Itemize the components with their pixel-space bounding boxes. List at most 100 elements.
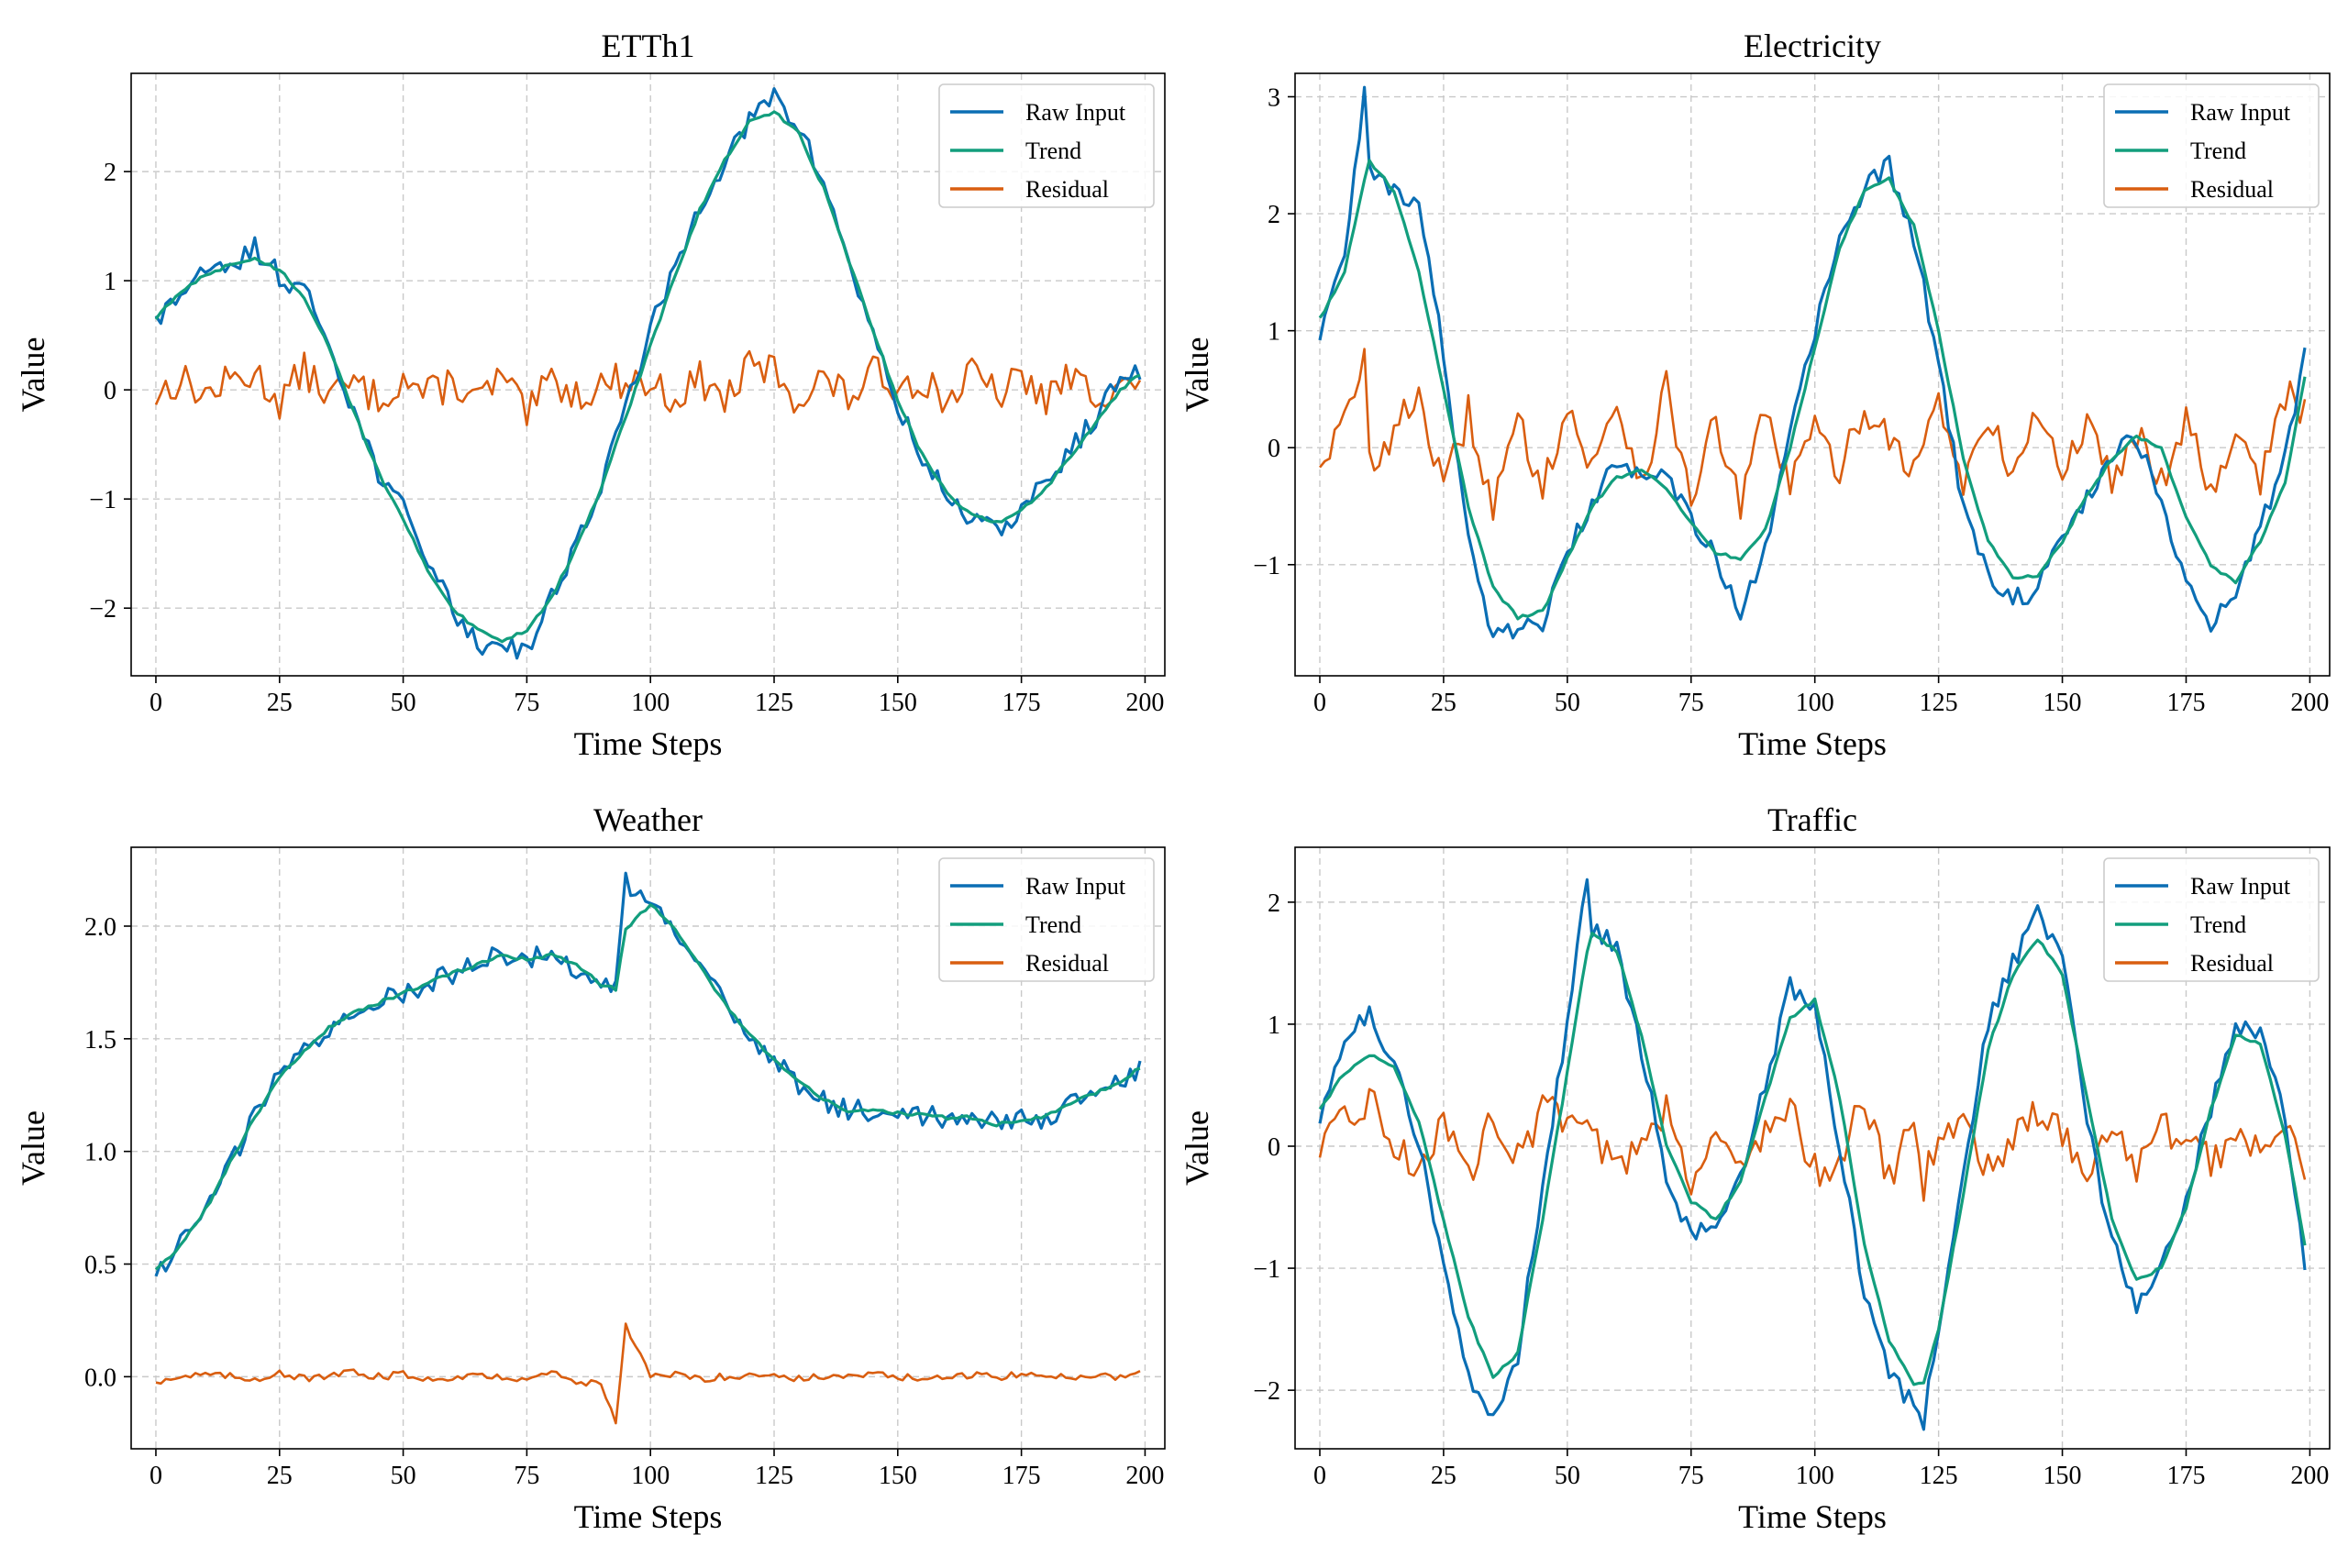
legend-entry: Residual [2190, 176, 2274, 203]
x-tick-label: 175 [1002, 1462, 1041, 1490]
chart-title: ETTh1 [602, 28, 695, 64]
series-line-trend [154, 903, 1141, 1271]
x-tick-label: 100 [631, 689, 670, 717]
x-tick-label: 150 [879, 689, 917, 717]
legend-entry: Residual [1025, 950, 1109, 977]
y-tick-label: 0 [104, 377, 116, 405]
y-tick-label: −1 [1253, 1255, 1280, 1284]
x-tick-label: 100 [1796, 1462, 1834, 1490]
legend-entry: Trend [2190, 138, 2246, 164]
x-tick-label: 200 [1125, 689, 1164, 717]
x-tick-label: 75 [1678, 1462, 1704, 1490]
x-tick-label: 150 [2043, 689, 2082, 717]
y-axis-label: Value [15, 337, 51, 413]
x-axis-label: Time Steps [574, 1498, 723, 1535]
y-tick-label: −1 [1253, 552, 1280, 580]
x-tick-label: 50 [391, 689, 416, 717]
x-tick-label: 0 [150, 689, 162, 717]
series-line-raw-input [1318, 878, 2307, 1431]
y-tick-label: 2.0 [84, 913, 116, 942]
y-tick-label: 2 [1268, 889, 1280, 918]
axes-frame [130, 846, 1166, 1450]
x-tick-label: 25 [1431, 1462, 1456, 1490]
legend-entry: Raw Input [2190, 99, 2291, 126]
legend: Raw Input Trend Residual [938, 83, 1155, 208]
series-line-residual [154, 349, 1142, 426]
legend-entry: Trend [1025, 911, 1081, 938]
chart-panel-0: 0 25 50 75 100 125 150 175 200 −2 −1 0 1 2 ETTh1 Time S… [15, 28, 1166, 762]
x-tick-label: 75 [1678, 689, 1704, 717]
chart-title: Weather [593, 801, 703, 838]
y-axis-label: Value [1179, 1110, 1215, 1186]
x-tick-label: 125 [1920, 1462, 1958, 1490]
y-tick-label: 1 [1268, 1011, 1280, 1040]
legend-box [938, 83, 1155, 208]
y-tick-label: 2 [104, 159, 116, 187]
axes-frame [130, 72, 1166, 677]
x-tick-label: 25 [267, 689, 293, 717]
axes-frame [1294, 846, 2331, 1450]
x-tick-label: 75 [514, 1462, 539, 1490]
y-tick-label: 1 [1268, 318, 1280, 347]
legend-entry: Trend [1025, 138, 1081, 164]
y-tick-label: −2 [89, 595, 116, 624]
y-tick-label: 3 [1268, 84, 1280, 113]
x-tick-label: 125 [1920, 689, 1958, 717]
x-tick-label: 50 [391, 1462, 416, 1490]
x-tick-label: 175 [2166, 689, 2205, 717]
legend-entry: Residual [1025, 176, 1109, 203]
series-line-trend [154, 110, 1141, 644]
legend: Raw Input Trend Residual [2103, 83, 2320, 208]
legend-entry: Residual [2190, 950, 2274, 977]
y-tick-label: 2 [1268, 201, 1280, 229]
x-tick-label: 50 [1555, 1462, 1580, 1490]
legend-box [938, 857, 1155, 982]
y-tick-label: 0.0 [84, 1364, 116, 1392]
x-tick-label: 175 [2166, 1462, 2205, 1490]
y-tick-label: −1 [89, 486, 116, 514]
y-axis-label: Value [1179, 337, 1215, 413]
chart-panel-3: 0 25 50 75 100 125 150 175 200 −2 −1 0 1 2 Traffic Time… [1179, 801, 2331, 1535]
y-tick-label: 0 [1268, 435, 1280, 463]
x-tick-label: 200 [1125, 1462, 1164, 1490]
x-axis-label: Time Steps [1738, 725, 1887, 762]
series-line-residual [1318, 1088, 2307, 1202]
series-line-residual [1318, 348, 2307, 522]
x-tick-label: 50 [1555, 689, 1580, 717]
series-line-residual [155, 1322, 1141, 1425]
legend-box [2103, 857, 2320, 982]
y-tick-label: 1.5 [84, 1026, 116, 1055]
x-tick-label: 200 [2290, 1462, 2329, 1490]
y-tick-label: 0.5 [84, 1252, 116, 1280]
series-line-trend [1318, 159, 2307, 621]
y-tick-label: 1 [104, 268, 116, 296]
x-tick-label: 25 [1431, 689, 1456, 717]
x-tick-label: 125 [755, 1462, 793, 1490]
x-tick-label: 100 [1796, 689, 1834, 717]
legend-entry: Trend [2190, 911, 2246, 938]
legend-entry: Raw Input [1025, 99, 1126, 126]
series-line-raw-input [1318, 85, 2307, 640]
x-tick-label: 0 [1313, 1462, 1326, 1490]
series-line-trend [1318, 931, 2307, 1386]
chart-title: Traffic [1767, 801, 1857, 838]
chart-panel-1: 0 25 50 75 100 125 150 175 200 −1 0 1 2 3 Electricity T… [1179, 28, 2331, 762]
axes-frame [1294, 72, 2331, 677]
legend-entry: Raw Input [2190, 873, 2291, 900]
x-tick-label: 25 [267, 1462, 293, 1490]
x-axis-label: Time Steps [574, 725, 723, 762]
x-tick-label: 150 [879, 1462, 917, 1490]
chart-panel-2: 0 25 50 75 100 125 150 175 200 0.0 0.5 1.0 1.5 2.0 Wea… [15, 801, 1166, 1535]
legend-entry: Raw Input [1025, 873, 1126, 900]
x-axis-label: Time Steps [1738, 1498, 1887, 1535]
x-tick-label: 75 [514, 689, 539, 717]
legend: Raw Input Trend Residual [2103, 857, 2320, 982]
chart-title: Electricity [1744, 28, 1881, 64]
x-tick-label: 150 [2043, 1462, 2082, 1490]
y-tick-label: 1.0 [84, 1139, 116, 1167]
x-tick-label: 125 [755, 689, 793, 717]
x-tick-label: 200 [2290, 689, 2329, 717]
y-axis-label: Value [15, 1110, 51, 1186]
y-tick-label: −2 [1253, 1377, 1280, 1406]
